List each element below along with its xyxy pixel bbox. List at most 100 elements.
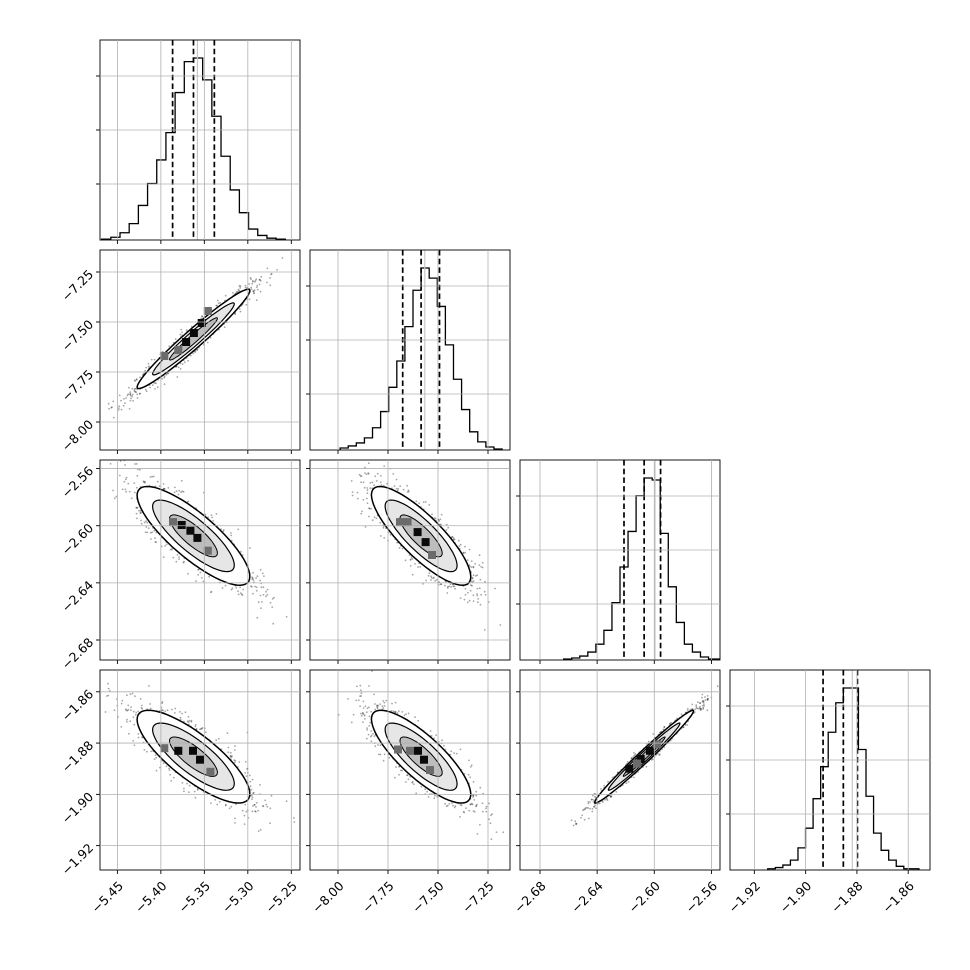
sample-point: [383, 753, 386, 756]
sample-point: [251, 798, 253, 800]
sample-point: [591, 808, 594, 810]
sample-point: [452, 537, 455, 540]
sample-point: [230, 534, 233, 537]
sample-point: [446, 585, 449, 588]
scatter-panel-3-0: [99, 669, 301, 871]
sample-point: [193, 790, 196, 793]
sample-point: [365, 473, 368, 476]
sample-point: [273, 596, 275, 599]
sample-point: [259, 579, 261, 582]
sample-point: [415, 500, 418, 503]
sample-point: [393, 485, 396, 487]
sample-point: [134, 491, 136, 494]
sample-point: [145, 750, 148, 753]
sample-point: [269, 822, 271, 825]
density-cell: [625, 764, 634, 773]
sample-point: [228, 807, 231, 810]
sample-point: [684, 723, 687, 726]
sample-point: [584, 808, 586, 811]
sample-point: [254, 810, 257, 813]
sample-point: [373, 516, 376, 518]
sample-point: [252, 571, 254, 574]
sample-point: [187, 359, 190, 362]
sample-point: [227, 746, 230, 749]
x-tick-label: −5.30: [219, 878, 257, 916]
sample-point: [392, 473, 395, 475]
sample-point: [126, 394, 129, 397]
sample-point: [663, 725, 666, 728]
sample-point: [591, 810, 594, 813]
density-cell: [403, 518, 412, 527]
sample-point: [449, 583, 452, 586]
sample-point: [481, 566, 484, 569]
sample-point: [141, 736, 144, 739]
panel-frame: [519, 459, 721, 661]
sample-point: [473, 810, 476, 813]
sample-point: [113, 709, 116, 711]
sample-point: [253, 289, 256, 292]
sample-point: [224, 804, 227, 807]
sample-point: [454, 805, 457, 808]
sample-point: [293, 817, 295, 819]
sample-point: [163, 375, 166, 378]
sample-point: [188, 784, 191, 787]
sample-point: [251, 796, 254, 798]
sample-point: [231, 587, 234, 590]
sample-point: [133, 387, 136, 390]
sample-point: [135, 506, 138, 509]
sample-point: [269, 284, 272, 287]
sample-point: [141, 704, 143, 707]
sample-point: [138, 509, 140, 512]
sample-point: [104, 711, 107, 713]
sample-point: [419, 566, 421, 568]
sample-point: [394, 711, 397, 713]
sample-point: [251, 810, 254, 813]
sample-point: [190, 719, 193, 722]
sample-point: [458, 545, 461, 547]
sample-point: [195, 728, 198, 730]
sample-point: [592, 801, 595, 803]
sample-point: [125, 397, 127, 399]
sample-point: [107, 682, 109, 685]
sample-point: [255, 577, 257, 579]
sample-point: [214, 799, 217, 801]
sample-point: [230, 756, 233, 758]
sample-point: [162, 709, 164, 712]
sample-point: [112, 416, 115, 419]
sample-point: [239, 592, 242, 594]
sample-point: [153, 529, 156, 532]
sample-point: [126, 718, 128, 721]
sample-point: [175, 365, 178, 368]
sample-point: [127, 482, 130, 485]
sample-point: [215, 513, 218, 515]
sample-point: [444, 802, 446, 805]
sample-point: [257, 830, 260, 832]
sample-point: [662, 728, 665, 731]
sample-point: [676, 717, 678, 720]
sample-point: [435, 734, 437, 736]
sample-point: [266, 281, 268, 284]
sample-point: [440, 513, 443, 516]
sample-point: [259, 278, 261, 281]
sample-point: [271, 597, 274, 600]
sample-point: [194, 725, 197, 728]
sample-point: [154, 388, 156, 390]
x-tick-label: −7.50: [409, 878, 447, 916]
sample-point: [447, 526, 450, 529]
sample-point: [606, 799, 609, 801]
sample-point: [575, 822, 577, 825]
sample-point: [112, 489, 114, 492]
sample-point: [216, 299, 219, 302]
sample-point: [137, 736, 140, 739]
sample-point: [386, 482, 388, 485]
sample-point: [383, 701, 386, 704]
panel-frame: [99, 459, 301, 661]
sample-point: [233, 761, 236, 764]
sample-point: [187, 500, 190, 503]
sample-point: [658, 754, 661, 756]
sample-point: [151, 475, 154, 478]
sample-point: [251, 778, 254, 781]
sample-point: [379, 744, 382, 747]
sample-point: [480, 566, 483, 568]
sample-point: [134, 390, 137, 393]
